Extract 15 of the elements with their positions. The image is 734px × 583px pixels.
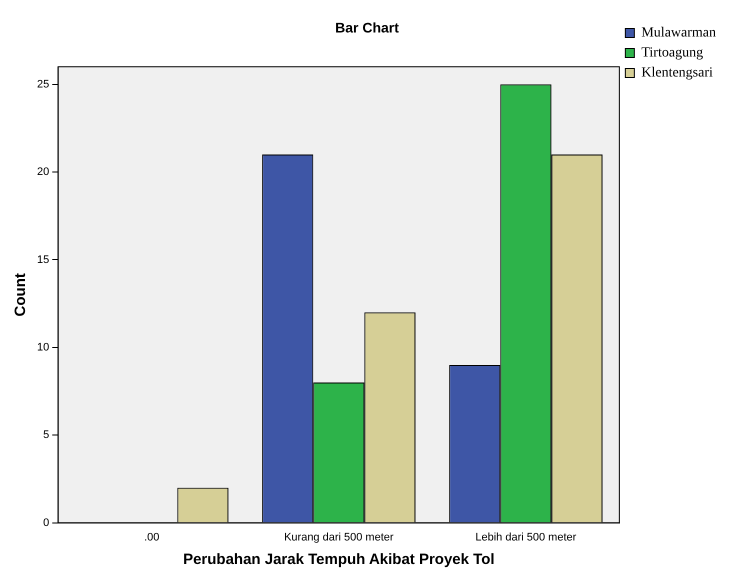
y-tick-label: 10 bbox=[36, 341, 50, 354]
y-tick-label: 0 bbox=[43, 516, 50, 529]
y-tick-label: 20 bbox=[36, 166, 50, 178]
y-tick-label: 25 bbox=[36, 78, 50, 90]
y-tick-label: 5 bbox=[43, 429, 50, 442]
x-axis-title: Perubahan Jarak Tempuh Akibat Proyek Tol bbox=[183, 551, 495, 568]
x-tick-label: .00 bbox=[144, 531, 160, 544]
y-tick-label: 15 bbox=[36, 254, 50, 266]
legend-label: Klentengsari bbox=[641, 66, 713, 81]
x-tick-label: Kurang dari 500 meter bbox=[284, 531, 394, 544]
y-axis-title: Count bbox=[12, 273, 30, 316]
chart-title: Bar Chart bbox=[335, 19, 400, 36]
legend-label: Tirtoagung bbox=[641, 46, 704, 61]
x-tick-label: Lebih dari 500 meter bbox=[475, 531, 577, 544]
legend-label: Mulawarman bbox=[641, 26, 716, 41]
